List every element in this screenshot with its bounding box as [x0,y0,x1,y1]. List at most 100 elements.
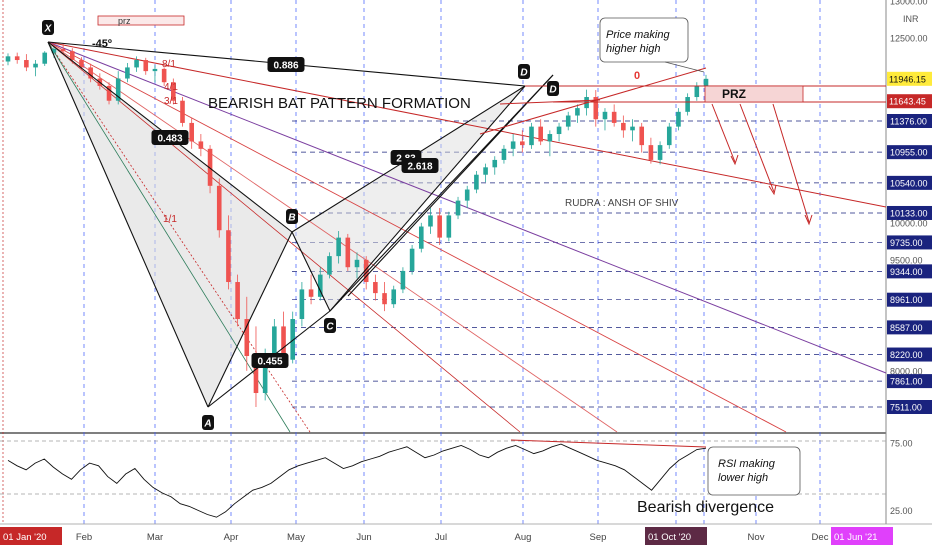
fan-line-green [47,41,291,433]
time-tick-label: 01 Jun '21 [834,532,878,543]
candle-body [308,289,314,297]
arrow-1-head [730,154,739,166]
candle-body [51,48,57,53]
rsi-lower-high-line [510,439,707,448]
time-tick-label: Dec [812,532,829,543]
prz-legend-box [97,15,185,26]
pattern-point-label: A [203,419,211,430]
candle-body [391,289,397,305]
xa-leg [47,41,209,408]
price-tick-label: 7511.00 [890,403,922,413]
pattern-point-badge [202,415,214,430]
candle-body [703,78,709,86]
pattern-point-badge [324,318,336,333]
candle-body [492,159,498,168]
time-axis: 01 Jan '20 Feb Mar Apr May Jun Jul Aug Sep 01 Oct… [0,527,893,545]
candlestick-series [5,43,709,407]
pattern-point-badge [42,20,54,35]
price-level-tag [887,264,932,279]
ratio-label: 2.618 [407,162,432,173]
candle-body [189,122,194,142]
cd-leg [329,85,526,312]
ratio-label: 0.886 [273,61,298,72]
candle-body [226,230,231,283]
candle-body [639,126,645,146]
chart-title: BEARISH BAT PATTERN FORMATION [208,95,471,112]
price-note-box [599,17,689,63]
candle-body [694,85,700,98]
candle-body [152,68,158,72]
time-tick-highlight [645,527,707,545]
bc-leg [291,231,331,312]
current-price-label: 11946.15 [889,74,926,84]
candle-body [281,326,286,360]
currency-label: INR [903,14,919,24]
candle-body [373,282,378,294]
candle-body [418,226,424,249]
candle-body [428,215,433,227]
candle-body [88,67,93,79]
price-level-tag [887,292,932,307]
pattern-point-badge [286,209,298,224]
candle-body [575,108,580,116]
gann-fan-label: 8/1 [162,59,176,70]
fan-line-2-1 [47,41,618,433]
ratio-label: 0.455 [257,357,282,368]
time-tick-highlight [831,527,893,545]
candle-body [621,122,626,131]
candle-body [171,82,176,101]
rsi-note-line2: lower high [718,472,768,484]
arrow-1 [711,103,736,163]
time-tick-label: Sep [590,532,607,543]
candle-body [538,126,543,142]
candle-body [565,115,571,127]
projection-arrows [711,103,813,226]
fan-line-3-1 [47,41,787,433]
price-tick-label: 12500.00 [890,33,928,43]
rsi-note-line1: RSI making [718,458,776,470]
candle-body [198,141,204,149]
time-tick-label: Jul [435,532,447,543]
time-tick-label: Jun [356,532,371,543]
ab-leg [207,231,293,408]
candle-body [657,145,663,160]
gann-fan-label: 1/1 [163,214,177,225]
price-tick-label: 8961.00 [890,295,923,305]
price-tick-label: 9344.00 [890,267,923,277]
price-tick-label: 8000.00 [890,366,923,376]
candle-body [33,63,38,68]
gann-fan-label: 3/1 [164,96,178,107]
candle-body [290,319,296,360]
pattern-point-label: C [326,322,334,333]
price-tick-label: 10000.00 [890,218,928,228]
time-tick-label: Nov [748,532,765,543]
candle-body [547,134,553,142]
arrow-2-head [768,184,777,196]
rsi-tick-label: 75.00 [890,438,913,448]
candle-body [143,60,149,72]
time-tick-label: 01 Jan '20 [3,532,47,543]
candle-body [676,111,681,127]
vertical-grid [2,0,821,524]
arrow-3-head [804,214,813,226]
price-note-line2: higher high [606,43,660,55]
candle-body [42,52,48,64]
candle-body [529,126,534,146]
candle-body [235,282,240,320]
rsi-axis: 75.00 25.00 [890,438,913,516]
rsi-line [7,443,707,518]
candle-body [437,215,442,238]
candle-body [666,126,672,146]
candle-body [446,215,452,238]
price-note-line1: Price making [606,29,670,41]
ratio-badge [151,130,189,145]
time-tick-label: 01 Oct '20 [648,532,691,543]
price-note-pointer [664,61,705,73]
trendline-prz [499,99,601,105]
price-tick-label: 9735.00 [890,238,923,248]
pattern-point-label: D [549,85,556,96]
time-tick-label: Aug [515,532,532,543]
price-tick-label: 10540.00 [890,178,928,188]
bcd-shade [292,86,525,311]
price-tick-label: 10133.00 [890,208,928,218]
